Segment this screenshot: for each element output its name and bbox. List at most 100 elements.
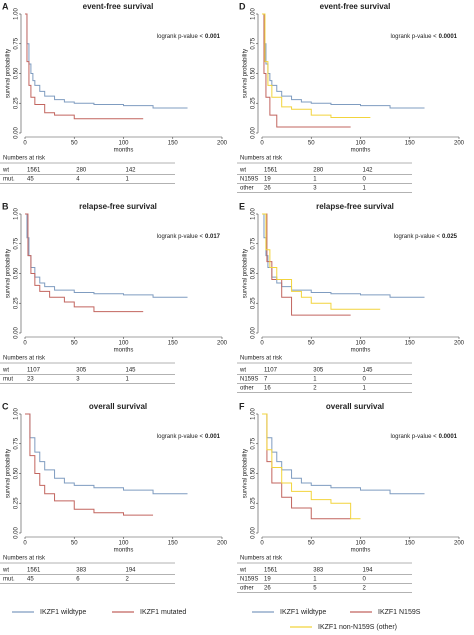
panel-letter: D bbox=[239, 1, 246, 11]
risk-row-name: wt bbox=[2, 368, 9, 374]
risk-count: 3 bbox=[313, 186, 317, 192]
risk-count: 2 bbox=[313, 386, 317, 392]
y-tick-label: 0.00 bbox=[251, 327, 257, 339]
y-tick-label: 0.00 bbox=[14, 327, 20, 339]
risk-row-name: wt bbox=[2, 168, 9, 174]
annotation: logrank p-value <0.001 bbox=[157, 34, 221, 40]
risk-row-name: N159S bbox=[240, 177, 258, 183]
annotation: logrank p-value <0.025 bbox=[394, 234, 458, 240]
x-tick-label: 200 bbox=[454, 141, 465, 147]
risk-count: 1 bbox=[313, 577, 317, 583]
risk-table-title: Numbers at risk bbox=[240, 156, 283, 162]
risk-count: 6 bbox=[76, 577, 80, 583]
x-tick-label: 0 bbox=[23, 141, 27, 147]
survival-curve bbox=[25, 13, 144, 120]
risk-count: 1107 bbox=[264, 368, 278, 374]
y-tick-label: 1.00 bbox=[251, 408, 257, 420]
annotation-text: logrank p-value < bbox=[157, 34, 204, 40]
legend-label: IKZF1 mutated bbox=[140, 609, 186, 616]
risk-count: 145 bbox=[363, 368, 374, 374]
survival-curve bbox=[25, 213, 188, 298]
survival-curve bbox=[25, 413, 154, 516]
panel-title: event-free survival bbox=[83, 2, 154, 11]
x-axis-label: months bbox=[114, 348, 134, 354]
x-tick-label: 0 bbox=[260, 141, 264, 147]
x-tick-label: 200 bbox=[217, 141, 228, 147]
y-axis-label: survival probability bbox=[243, 249, 249, 298]
risk-count: 16 bbox=[264, 386, 271, 392]
panel-title: relapse-free survival bbox=[79, 202, 157, 211]
survival-curve bbox=[262, 13, 371, 119]
survival-curve bbox=[25, 213, 144, 313]
x-tick-label: 150 bbox=[405, 541, 416, 547]
risk-count: 1561 bbox=[264, 168, 278, 174]
x-tick-label: 150 bbox=[168, 341, 179, 347]
y-tick-label: 0.50 bbox=[251, 467, 257, 479]
risk-count: 0 bbox=[363, 577, 367, 583]
x-tick-label: 0 bbox=[23, 341, 27, 347]
y-tick-label: 0.25 bbox=[14, 97, 20, 109]
y-tick-label: 0.25 bbox=[14, 497, 20, 509]
x-tick-label: 50 bbox=[308, 141, 315, 147]
annotation-text: logrank p-value < bbox=[394, 234, 441, 240]
risk-count: 1561 bbox=[27, 568, 41, 574]
x-axis-label: months bbox=[351, 148, 371, 154]
y-tick-label: 1.00 bbox=[251, 8, 257, 20]
p-value: 0.017 bbox=[205, 234, 221, 240]
p-value: 0.0001 bbox=[439, 34, 458, 40]
risk-count: 2 bbox=[126, 577, 130, 583]
risk-row-name: wt bbox=[239, 568, 246, 574]
y-tick-label: 1.00 bbox=[14, 208, 20, 220]
annotation: logrank p-value <0.0001 bbox=[390, 434, 457, 440]
risk-count: 0 bbox=[363, 377, 367, 383]
x-tick-label: 100 bbox=[355, 341, 366, 347]
risk-row-name: other bbox=[240, 386, 254, 392]
risk-row-name: wt bbox=[2, 568, 9, 574]
risk-count: 45 bbox=[27, 577, 34, 583]
y-tick-label: 0.25 bbox=[251, 297, 257, 309]
panel-title: overall survival bbox=[89, 402, 147, 411]
risk-count: 142 bbox=[363, 168, 374, 174]
risk-count: 383 bbox=[313, 568, 324, 574]
risk-count: 1561 bbox=[264, 568, 278, 574]
y-axis-label: survival probability bbox=[243, 49, 249, 98]
risk-count: 45 bbox=[27, 177, 34, 183]
panel-title: event-free survival bbox=[320, 2, 391, 11]
survival-curve bbox=[262, 413, 361, 520]
y-tick-label: 0.75 bbox=[251, 237, 257, 249]
y-tick-label: 0.75 bbox=[251, 437, 257, 449]
risk-count: 1 bbox=[126, 377, 130, 383]
risk-count: 280 bbox=[76, 168, 87, 174]
x-tick-label: 200 bbox=[454, 341, 465, 347]
risk-count: 383 bbox=[76, 568, 87, 574]
risk-count: 280 bbox=[313, 168, 324, 174]
risk-count: 19 bbox=[264, 177, 271, 183]
y-axis-label: survival probability bbox=[243, 449, 249, 498]
risk-count: 194 bbox=[126, 568, 137, 574]
risk-count: 1 bbox=[126, 177, 130, 183]
risk-count: 305 bbox=[313, 368, 324, 374]
survival-curve bbox=[25, 13, 188, 109]
risk-row-name: other bbox=[240, 586, 254, 592]
survival-curve bbox=[262, 413, 425, 495]
y-tick-label: 0.75 bbox=[14, 237, 20, 249]
risk-table-title: Numbers at risk bbox=[240, 356, 283, 362]
p-value: 0.001 bbox=[205, 434, 221, 440]
risk-count: 305 bbox=[76, 368, 87, 374]
x-tick-label: 50 bbox=[71, 541, 78, 547]
x-tick-label: 200 bbox=[454, 541, 465, 547]
x-axis-label: months bbox=[114, 548, 134, 554]
risk-count: 194 bbox=[363, 568, 374, 574]
y-tick-label: 0.75 bbox=[14, 437, 20, 449]
risk-table-title: Numbers at risk bbox=[3, 556, 46, 562]
x-axis-label: months bbox=[351, 348, 371, 354]
risk-count: 145 bbox=[126, 368, 137, 374]
panel-letter: A bbox=[2, 1, 9, 11]
risk-row-name: mut. bbox=[3, 177, 15, 183]
x-tick-label: 150 bbox=[405, 141, 416, 147]
y-tick-label: 0.00 bbox=[14, 127, 20, 139]
x-axis-label: months bbox=[114, 148, 134, 154]
risk-count: 23 bbox=[27, 377, 34, 383]
y-tick-label: 1.00 bbox=[14, 8, 20, 20]
